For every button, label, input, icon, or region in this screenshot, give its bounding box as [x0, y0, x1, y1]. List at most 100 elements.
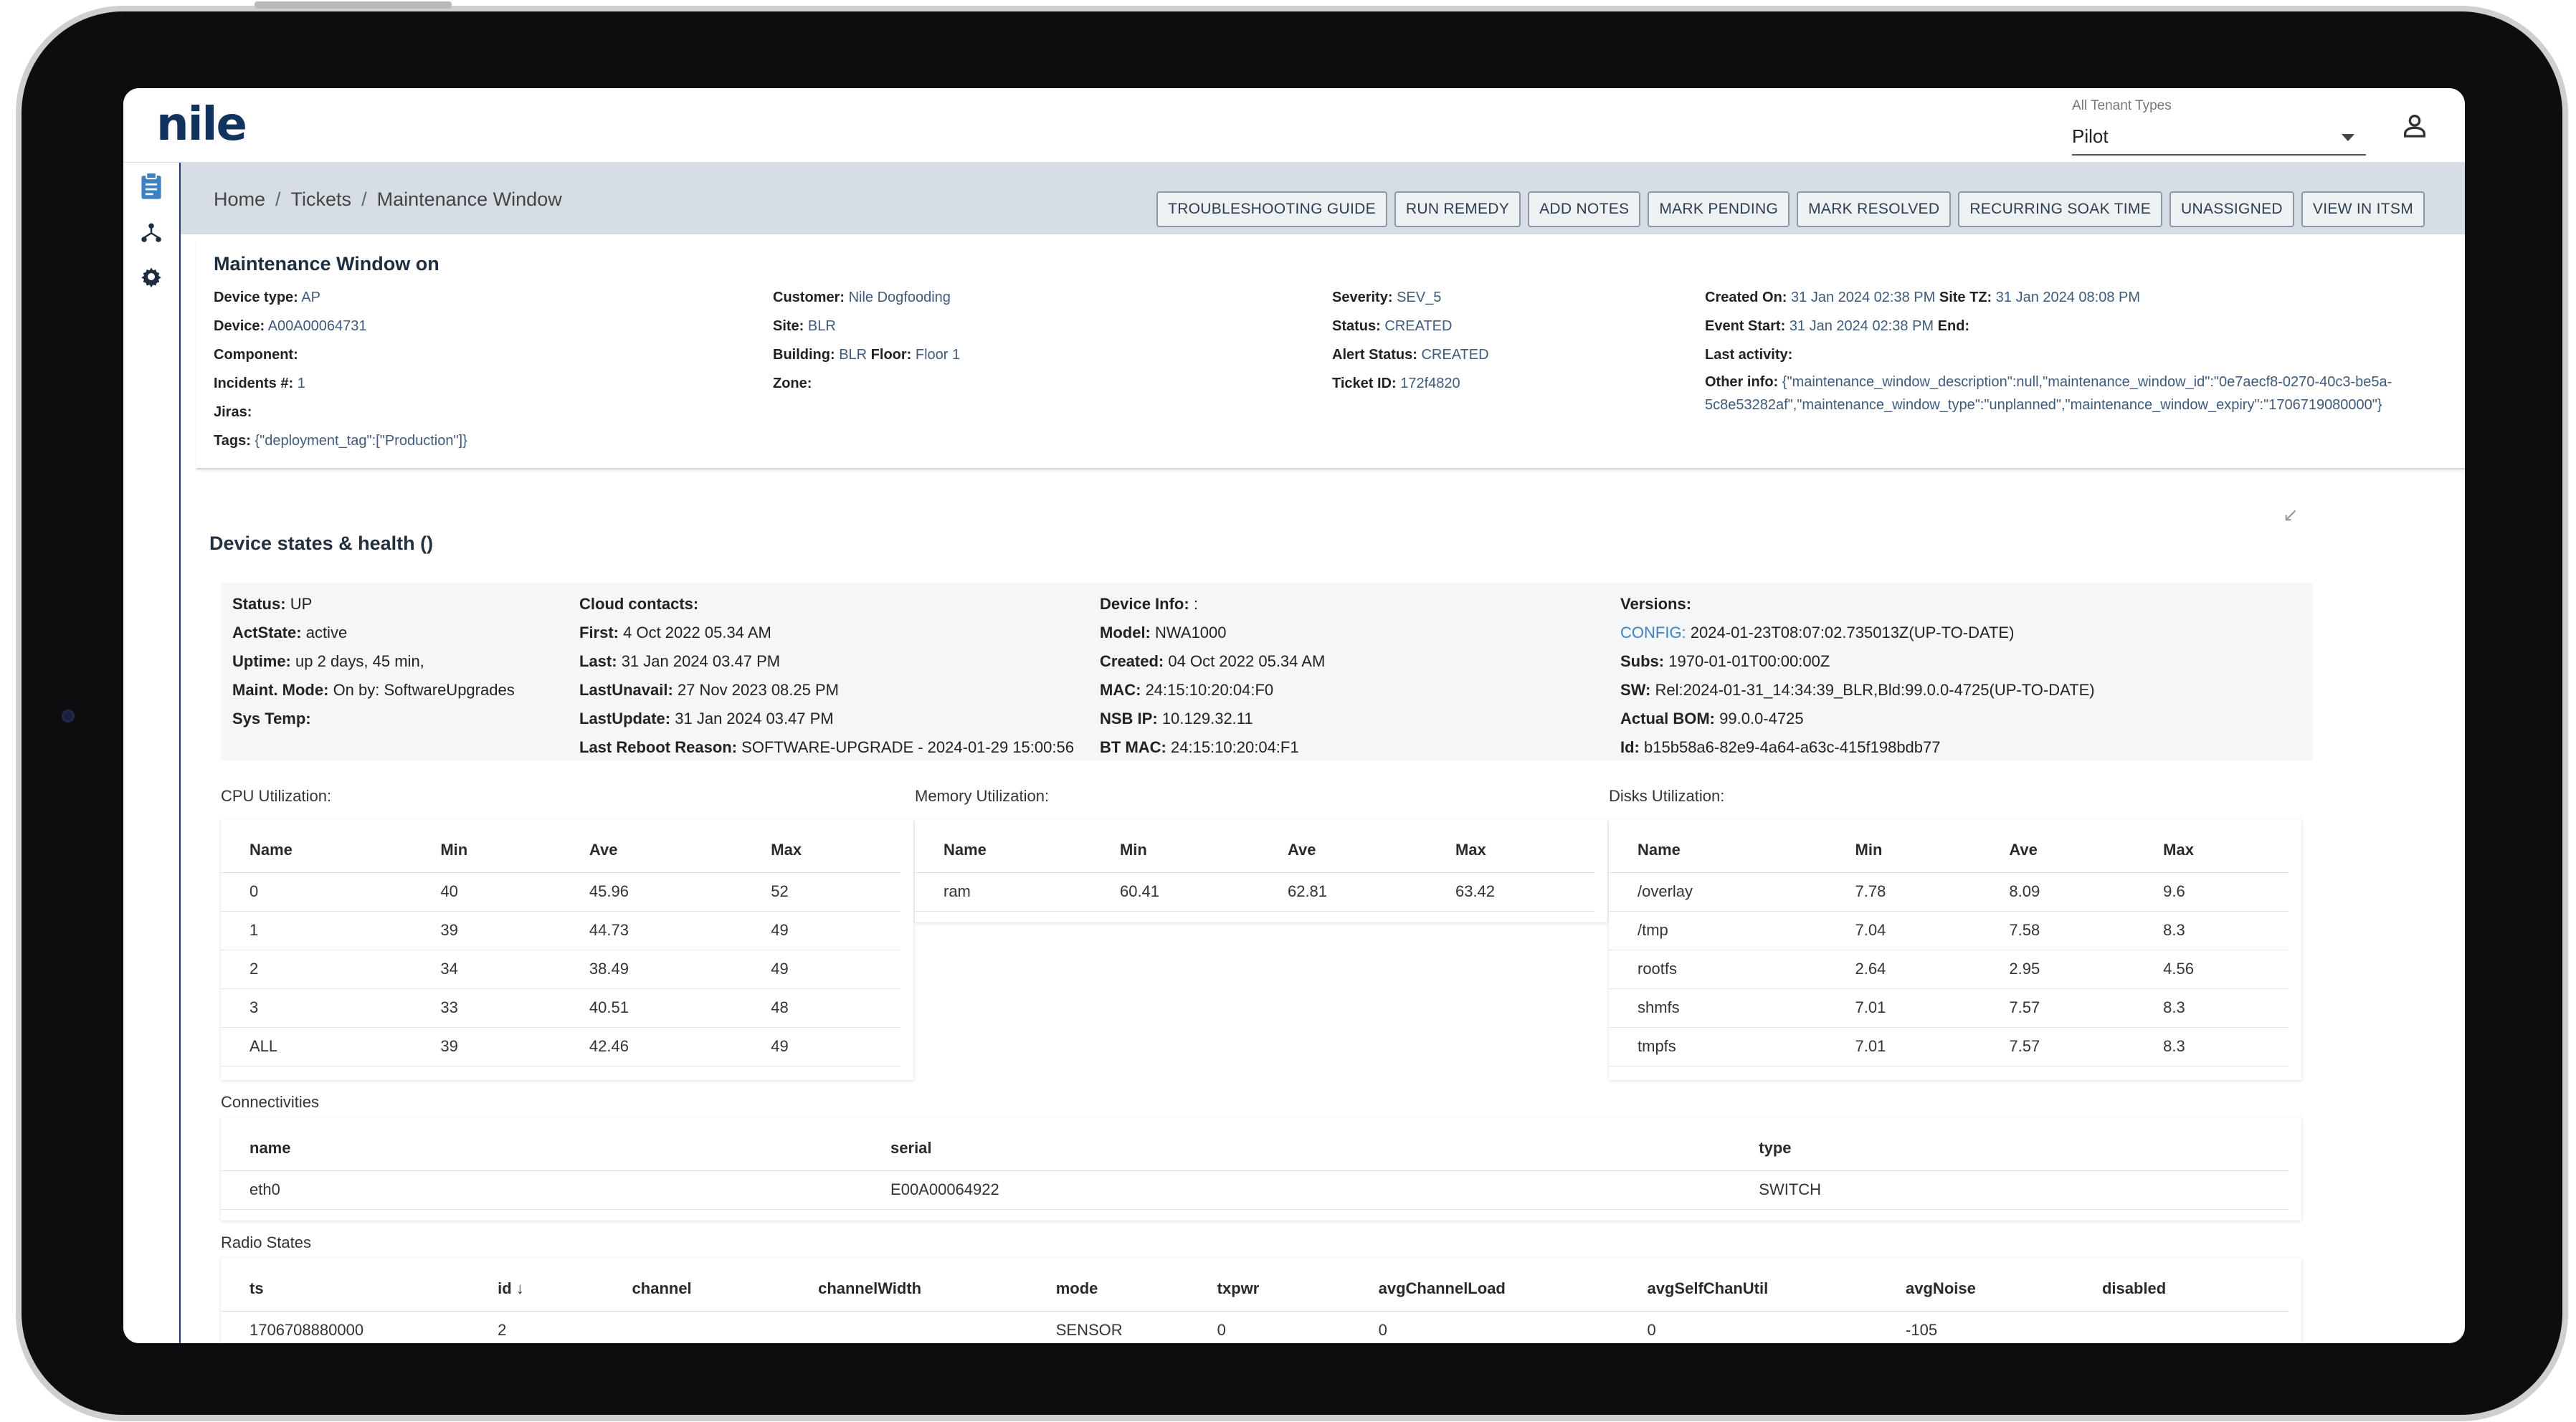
field-tags: Tags: {"deployment_tag":["Production"]} — [214, 433, 467, 449]
column-header[interactable]: Min — [412, 828, 561, 873]
column-header[interactable]: Max — [2134, 828, 2289, 873]
table-cell: eth0 — [221, 1170, 862, 1210]
table-cell: 62.81 — [1258, 872, 1427, 912]
field-component: Component: — [214, 347, 298, 363]
column-header[interactable]: Min — [1826, 828, 1981, 873]
run-remedy-button[interactable]: RUN REMEDY — [1394, 191, 1521, 227]
table-cell: 2 — [221, 950, 412, 989]
table-cell: 44.73 — [560, 911, 743, 950]
top-header: nile All Tenant Types Pilot — [123, 88, 2465, 163]
device-col-3: Device Info: : Model: NWA1000 Created: 0… — [1100, 595, 1326, 756]
view-in-itsm-button[interactable]: VIEW IN ITSM — [2301, 191, 2425, 227]
column-header[interactable]: Name — [915, 828, 1091, 873]
field-building: Building: BLR Floor: Floor 1 — [773, 347, 961, 363]
field-created-on: Created On: 31 Jan 2024 02:38 PM Site TZ… — [1705, 290, 2141, 305]
column-header[interactable]: Max — [742, 828, 900, 873]
column-header[interactable]: avgNoise — [1877, 1266, 2073, 1312]
left-sidebar — [123, 163, 181, 1343]
cpu-utilization-label: CPU Utilization: — [221, 787, 332, 805]
add-notes-button[interactable]: ADD NOTES — [1528, 191, 1641, 227]
ticket-col-2: Customer: Nile Dogfooding Site: BLR Buil… — [773, 283, 960, 398]
table-cell: 8.3 — [2134, 911, 2289, 950]
table-cell: 49 — [742, 950, 900, 989]
breadcrumb: Home / Tickets / Maintenance Window — [214, 189, 562, 211]
column-header[interactable]: Max — [1426, 828, 1594, 873]
column-header[interactable]: Min — [1090, 828, 1259, 873]
column-header[interactable]: Ave — [1258, 828, 1427, 873]
mark-resolved-button[interactable]: MARK RESOLVED — [1797, 191, 1952, 227]
breadcrumb-separator: / — [275, 189, 281, 210]
table-row: 3 33 40.51 48 — [221, 988, 900, 1028]
table-cell: E00A00064922 — [862, 1170, 1731, 1210]
table-cell: 40.51 — [560, 988, 743, 1028]
field-site: Site: BLR — [773, 318, 836, 334]
table-cell — [789, 1311, 1027, 1343]
column-header[interactable]: channelWidth — [789, 1266, 1027, 1312]
column-header[interactable]: Ave — [1980, 828, 2135, 873]
mark-pending-button[interactable]: MARK PENDING — [1648, 191, 1790, 227]
collapse-arrow-icon[interactable]: ↙ — [2283, 504, 2299, 525]
recurring-soak-time-button[interactable]: RECURRING SOAK TIME — [1958, 191, 2163, 227]
column-header[interactable]: Ave — [560, 828, 743, 873]
user-account-icon[interactable] — [2400, 111, 2429, 140]
table-cell: 7.78 — [1826, 872, 1981, 912]
breadcrumb-bar: Home / Tickets / Maintenance Window TROU… — [181, 163, 2465, 234]
config-link[interactable]: CONFIG: — [1620, 624, 1686, 641]
troubleshooting-guide-button[interactable]: TROUBLESHOOTING GUIDE — [1156, 191, 1387, 227]
table-cell: 42.46 — [560, 1027, 743, 1066]
unassigned-button[interactable]: UNASSIGNED — [2169, 191, 2294, 227]
table-cell: SWITCH — [1730, 1170, 2289, 1210]
column-header[interactable]: Name — [1609, 828, 1827, 873]
tenant-type-value: Pilot — [2072, 125, 2109, 147]
ticket-title: Maintenance Window on — [214, 253, 439, 275]
chevron-down-icon — [2342, 134, 2354, 141]
table-cell: 2.95 — [1980, 950, 2135, 989]
table-cell: 40 — [412, 872, 561, 912]
ticket-col-3: Severity: SEV_5 Status: CREATED Alert St… — [1332, 283, 1489, 398]
table-row: 0 40 45.96 52 — [221, 872, 900, 912]
device-states-panel: Status: UP ActState: active Uptime: up 2… — [221, 583, 2313, 760]
column-header[interactable]: serial — [862, 1126, 1731, 1171]
table-cell: 0 — [1188, 1311, 1350, 1343]
table-cell: ram — [915, 872, 1091, 912]
breadcrumb-home-link[interactable]: Home — [214, 189, 266, 210]
column-header[interactable]: txpwr — [1188, 1266, 1350, 1312]
table-cell: ALL — [221, 1027, 412, 1066]
table-cell: 39 — [412, 911, 561, 950]
table-cell: /tmp — [1609, 911, 1827, 950]
column-header[interactable]: Name — [221, 828, 412, 873]
table-row: 2 34 38.49 49 — [221, 950, 900, 989]
table-cell: shmfs — [1609, 988, 1827, 1028]
sort-arrow-down-icon[interactable]: ↓ — [515, 1279, 524, 1297]
column-header[interactable]: id ↓ — [469, 1266, 604, 1312]
gear-icon[interactable] — [136, 262, 166, 292]
table-cell: 7.01 — [1826, 988, 1981, 1028]
nile-logo[interactable]: nile — [156, 98, 247, 151]
table-cell: 7.01 — [1826, 1027, 1981, 1066]
breadcrumb-tickets-link[interactable]: Tickets — [290, 189, 352, 210]
table-cell: 3 — [221, 988, 412, 1028]
table-cell: 1706708880000 — [221, 1311, 470, 1343]
table-cell: 2.64 — [1826, 950, 1981, 989]
topology-icon[interactable] — [136, 217, 166, 247]
column-header[interactable]: channel — [603, 1266, 790, 1312]
column-header[interactable]: type — [1730, 1126, 2289, 1171]
table-cell: 39 — [412, 1027, 561, 1066]
column-header[interactable]: disabled — [2073, 1266, 2289, 1312]
table-row: rootfs 2.64 2.95 4.56 — [1609, 950, 2289, 989]
connectivities-table: name serial type eth0 E00A00064922 SWITCH — [221, 1117, 2301, 1221]
tickets-clipboard-icon[interactable] — [136, 171, 166, 201]
column-header[interactable]: avgChannelLoad — [1349, 1266, 1619, 1312]
column-header[interactable]: name — [221, 1126, 862, 1171]
breadcrumb-current: Maintenance Window — [376, 189, 562, 210]
field-jiras: Jiras: — [214, 404, 252, 420]
tenant-type-select[interactable]: All Tenant Types Pilot — [2072, 94, 2366, 156]
table-cell: 48 — [742, 988, 900, 1028]
column-header[interactable]: ts — [221, 1266, 470, 1312]
column-header[interactable]: mode — [1027, 1266, 1189, 1312]
memory-utilization-table: Name Min Ave Max ram 60.41 62.81 63.42 — [915, 819, 1607, 922]
column-header[interactable]: avgSelfChanUtil — [1618, 1266, 1878, 1312]
table-cell: 7.58 — [1980, 911, 2135, 950]
table-cell: 52 — [742, 872, 900, 912]
table-cell — [2073, 1311, 2289, 1343]
